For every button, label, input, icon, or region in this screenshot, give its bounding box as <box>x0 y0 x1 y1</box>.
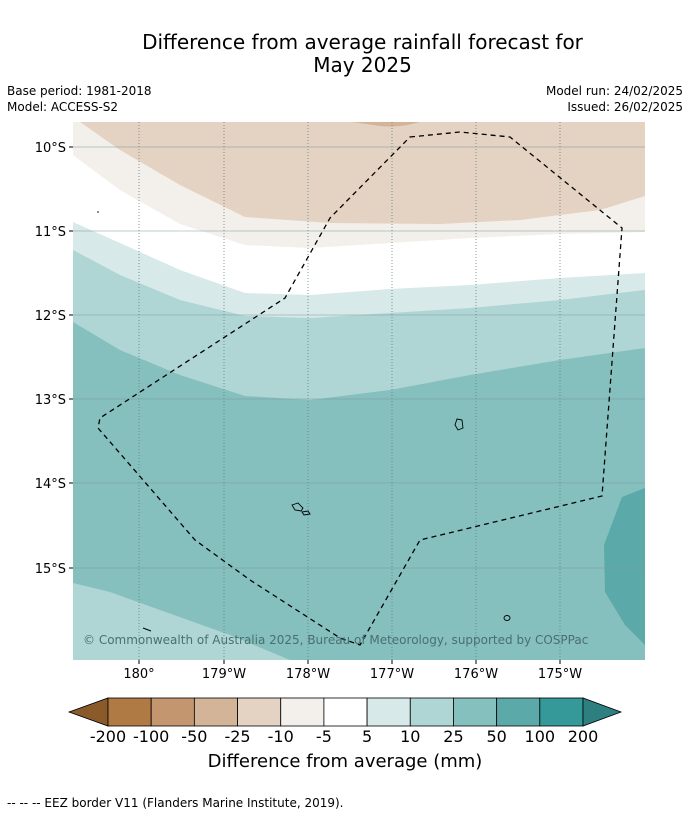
island-central-2 <box>301 510 311 516</box>
lon-labels: 180° 179°W 178°W 177°W 176°W 175°W <box>123 667 582 682</box>
lat-label: 10°S <box>35 141 66 156</box>
islet-northwest <box>97 211 99 213</box>
eez-legend: -- -- -- EEZ border V11 (Flanders Marine… <box>7 796 344 810</box>
lat-label: 11°S <box>35 225 66 240</box>
lon-label: 177°W <box>370 667 414 682</box>
colorbar-tick-label: -200 <box>89 727 127 746</box>
issued-date: Issued: 26/02/2025 <box>567 100 683 114</box>
model-run: Model run: 24/02/2025 <box>545 84 683 98</box>
colorbar-tick-label: 25 <box>443 727 464 746</box>
rainfall-map <box>73 122 645 660</box>
colorbar-tick-label: 5 <box>361 727 373 746</box>
colorbar-segment <box>366 697 411 727</box>
lon-label: 176°W <box>454 667 498 682</box>
title-line-1: Difference from average rainfall forecas… <box>142 30 583 54</box>
band-minus10-minus25 <box>73 122 645 224</box>
colorbar-tick-label: -50 <box>181 727 208 746</box>
colorbar-segment <box>539 697 584 727</box>
colorbar-segment <box>323 697 368 727</box>
colorbar-segment <box>237 697 282 727</box>
colorbar-segment <box>193 697 238 727</box>
colorbar-extend-low <box>67 697 109 727</box>
colorbar-tick-label: -100 <box>133 727 170 746</box>
lon-label: 178°W <box>286 667 330 682</box>
colorbar-segment <box>453 697 498 727</box>
colorbar-tick-label: -25 <box>224 727 251 746</box>
lon-label: 179°W <box>202 667 246 682</box>
lat-label: 14°S <box>35 477 66 492</box>
colorbar <box>67 697 623 727</box>
title-line-2: May 2025 <box>313 53 412 77</box>
latitude-gridlines <box>73 146 645 569</box>
lat-label: 13°S <box>35 393 66 408</box>
island-southeast <box>503 615 511 621</box>
colorbar-segment <box>150 697 195 727</box>
lat-label: 15°S <box>35 562 66 577</box>
model-name: Model: ACCESS-S2 <box>7 100 119 114</box>
colorbar-tick-label: 100 <box>524 727 556 746</box>
band-minus25-minus50 <box>352 122 420 127</box>
colorbar-tick-label: -5 <box>315 727 332 746</box>
lat-labels: 10°S 11°S 12°S 13°S 14°S 15°S <box>35 141 66 577</box>
colorbar-tick-label: 50 <box>486 727 507 746</box>
lat-ticks <box>69 146 73 569</box>
copyright-notice: © Commonwealth of Australia 2025, Bureau… <box>83 633 589 647</box>
lon-ticks <box>138 660 561 664</box>
colorbar-tick-label: 200 <box>567 727 599 746</box>
meta-right: Model run: 24/02/2025 Issued: 26/02/2025 <box>546 83 683 115</box>
island-southwest <box>142 627 152 632</box>
page-title: Difference from average rainfall forecas… <box>0 31 690 77</box>
lon-label: 175°W <box>538 667 582 682</box>
island-central-1 <box>291 502 304 512</box>
band-50-100-east <box>604 488 645 645</box>
colorbar-segment <box>409 697 454 727</box>
lat-label: 12°S <box>35 309 66 324</box>
eez-border <box>97 131 623 646</box>
colorbar-segment <box>496 697 541 727</box>
colorbar-segment <box>280 697 325 727</box>
colorbar-title: Difference from average (mm) <box>207 751 483 772</box>
colorbar-tick-label: -10 <box>267 727 294 746</box>
colorbar-tick-label: 10 <box>400 727 421 746</box>
lon-label: 180° <box>123 667 154 682</box>
meta-left: Base period: 1981-2018 Model: ACCESS-S2 <box>7 83 152 115</box>
band-10-25-southwest <box>73 583 290 660</box>
colorbar-extend-high <box>582 697 623 727</box>
colorbar-segment <box>107 697 152 727</box>
base-period: Base period: 1981-2018 <box>7 84 152 98</box>
island-northeast <box>454 418 464 431</box>
